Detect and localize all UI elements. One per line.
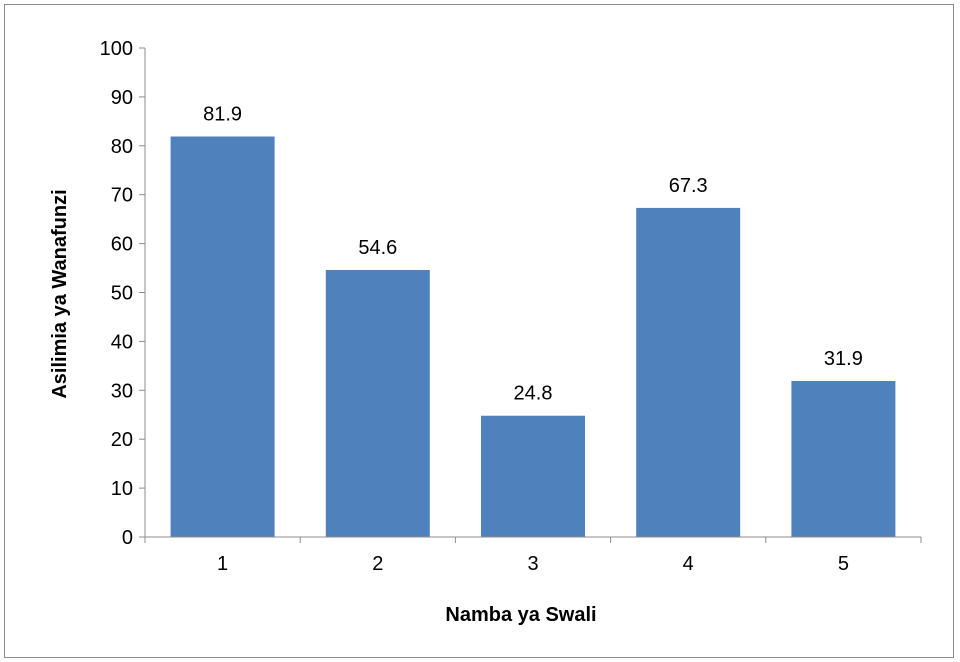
- x-tick-label: 1: [217, 553, 228, 575]
- bar-1: [170, 136, 275, 537]
- bar-2: [325, 270, 430, 537]
- data-label-2: 54.6: [358, 237, 397, 259]
- y-tick-label: 100: [100, 38, 133, 60]
- x-axis-title: Namba ya Swali: [445, 604, 596, 626]
- x-axis-ticks: 1 2 3 4 5: [144, 537, 922, 575]
- x-tick-label: 4: [683, 553, 694, 575]
- data-labels: 81.9 54.6 24.8 67.3 31.9: [203, 104, 863, 405]
- y-axis-title: Asilimia ya Wanafunzi: [49, 189, 71, 398]
- data-label-4: 67.3: [669, 175, 708, 197]
- y-tick-label: 80: [111, 136, 133, 158]
- y-tick-label: 60: [111, 234, 133, 256]
- y-tick-label: 0: [122, 527, 133, 549]
- bars: [170, 136, 896, 537]
- y-tick-label: 30: [111, 380, 133, 402]
- data-label-1: 81.9: [203, 104, 242, 126]
- bar-5: [791, 381, 896, 537]
- y-tick-label: 50: [111, 283, 133, 305]
- x-tick-label: 3: [527, 553, 538, 575]
- y-tick-label: 40: [111, 331, 133, 353]
- y-axis-ticks: 0 10 20 30 40 50 60 70 80 90 100: [100, 38, 145, 549]
- x-tick-label: 2: [372, 553, 383, 575]
- x-tick-label: 5: [838, 553, 849, 575]
- y-tick-label: 90: [111, 87, 133, 109]
- y-tick-label: 20: [111, 429, 133, 451]
- data-label-5: 31.9: [824, 348, 863, 370]
- bar-chart: 0 10 20 30 40 50 60 70 80 90 100 1 2 3 4 5 81.9 54.6 24.…: [49, 38, 922, 626]
- bar-3: [481, 415, 585, 537]
- data-label-3: 24.8: [514, 383, 553, 405]
- bar-4: [636, 207, 741, 537]
- y-tick-label: 10: [111, 478, 133, 500]
- chart-frame: 0 10 20 30 40 50 60 70 80 90 100 1 2 3 4 5 81.9 54.6 24.…: [4, 4, 954, 658]
- y-tick-label: 70: [111, 185, 133, 207]
